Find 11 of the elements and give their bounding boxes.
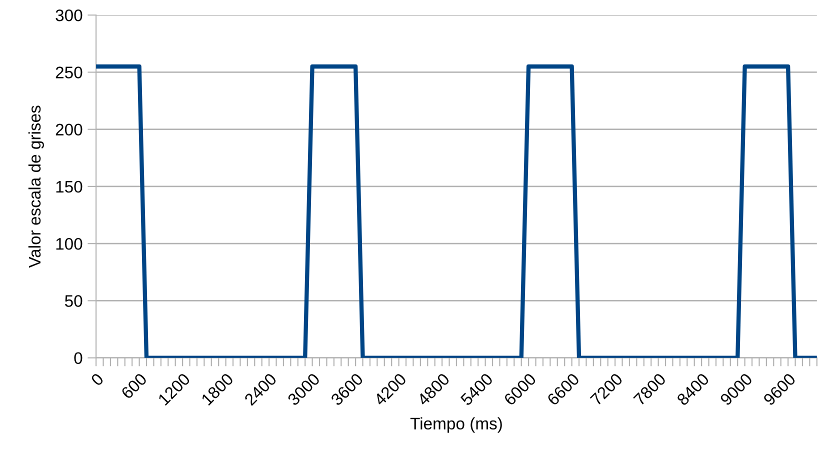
y-tick-label: 100 — [56, 238, 82, 250]
y-tick-label: 250 — [56, 66, 82, 78]
y-tick-label: 300 — [56, 9, 82, 22]
y-tick-label: 0 — [74, 352, 82, 364]
y-tick-label: 200 — [56, 124, 82, 136]
y-tick-label: 150 — [56, 180, 82, 193]
x-tick-label: 600 — [120, 372, 148, 400]
y-axis-title: Valor escala de grises — [28, 106, 44, 268]
y-tick-label: 50 — [64, 295, 82, 307]
x-tick-label: 0 — [90, 372, 104, 386]
x-axis-title: Tiempo (ms) — [410, 417, 502, 433]
